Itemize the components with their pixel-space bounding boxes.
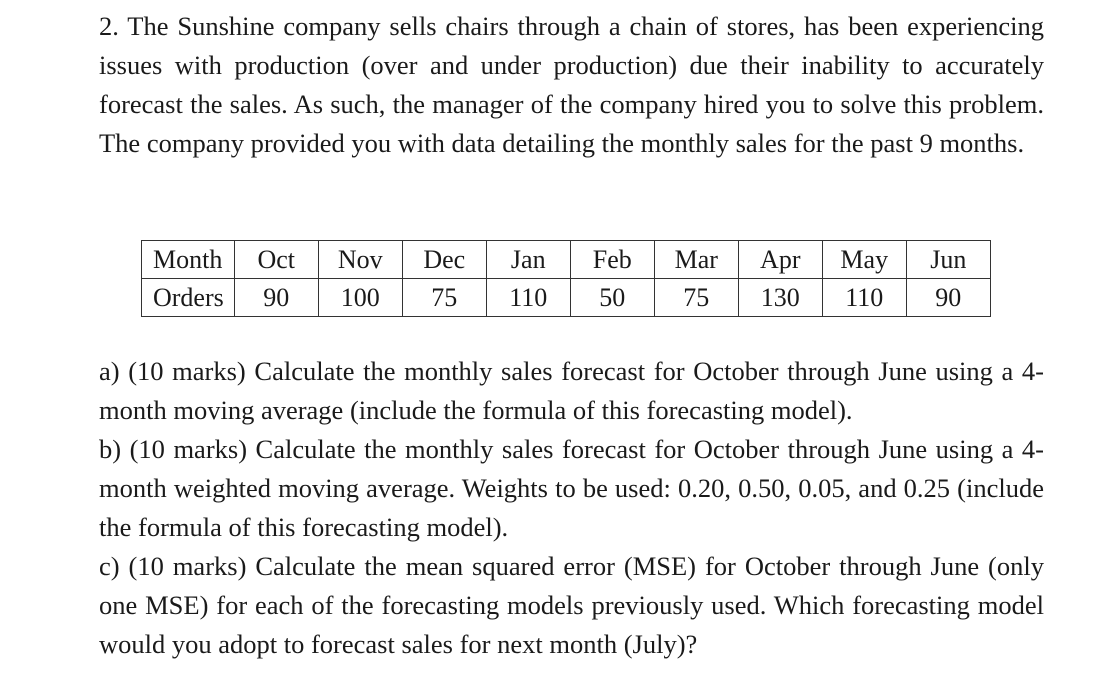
month-cell: Apr	[737, 240, 823, 279]
orders-cell: 75	[401, 278, 487, 317]
sales-table: Month Oct Nov Dec Jan Feb Mar Apr May Ju…	[141, 240, 991, 317]
question-part-c: c) (10 marks) Calculate the mean squared…	[99, 551, 1044, 659]
month-cell: Jun	[905, 240, 991, 279]
orders-cell: 110	[485, 278, 571, 317]
month-cell: Dec	[401, 240, 487, 279]
month-cell: Jan	[485, 240, 571, 279]
orders-cell: 90	[233, 278, 319, 317]
orders-cell: 100	[317, 278, 403, 317]
month-cell: Mar	[653, 240, 739, 279]
month-cell: May	[821, 240, 907, 279]
orders-row: Orders 90 100 75 110 50 75 130 110 90	[141, 278, 991, 317]
sales-table-container: Month Oct Nov Dec Jan Feb Mar Apr May Ju…	[141, 240, 991, 317]
question-intro: 2. The Sunshine company sells chairs thr…	[99, 11, 1044, 158]
month-cell: Nov	[317, 240, 403, 279]
question-part-b: b) (10 marks) Calculate the monthly sale…	[99, 434, 1044, 542]
orders-cell: 75	[653, 278, 739, 317]
orders-cell: 110	[821, 278, 907, 317]
month-cell: Oct	[233, 240, 319, 279]
orders-cell: 90	[905, 278, 991, 317]
question-part-a: a) (10 marks) Calculate the monthly sale…	[99, 356, 1044, 425]
orders-cell: 50	[569, 278, 655, 317]
month-cell: Feb	[569, 240, 655, 279]
orders-cell: 130	[737, 278, 823, 317]
row-header-orders: Orders	[141, 278, 235, 317]
row-header-month: Month	[141, 240, 235, 279]
month-row: Month Oct Nov Dec Jan Feb Mar Apr May Ju…	[141, 240, 991, 279]
question-parts: a) (10 marks) Calculate the monthly sale…	[99, 352, 1044, 664]
